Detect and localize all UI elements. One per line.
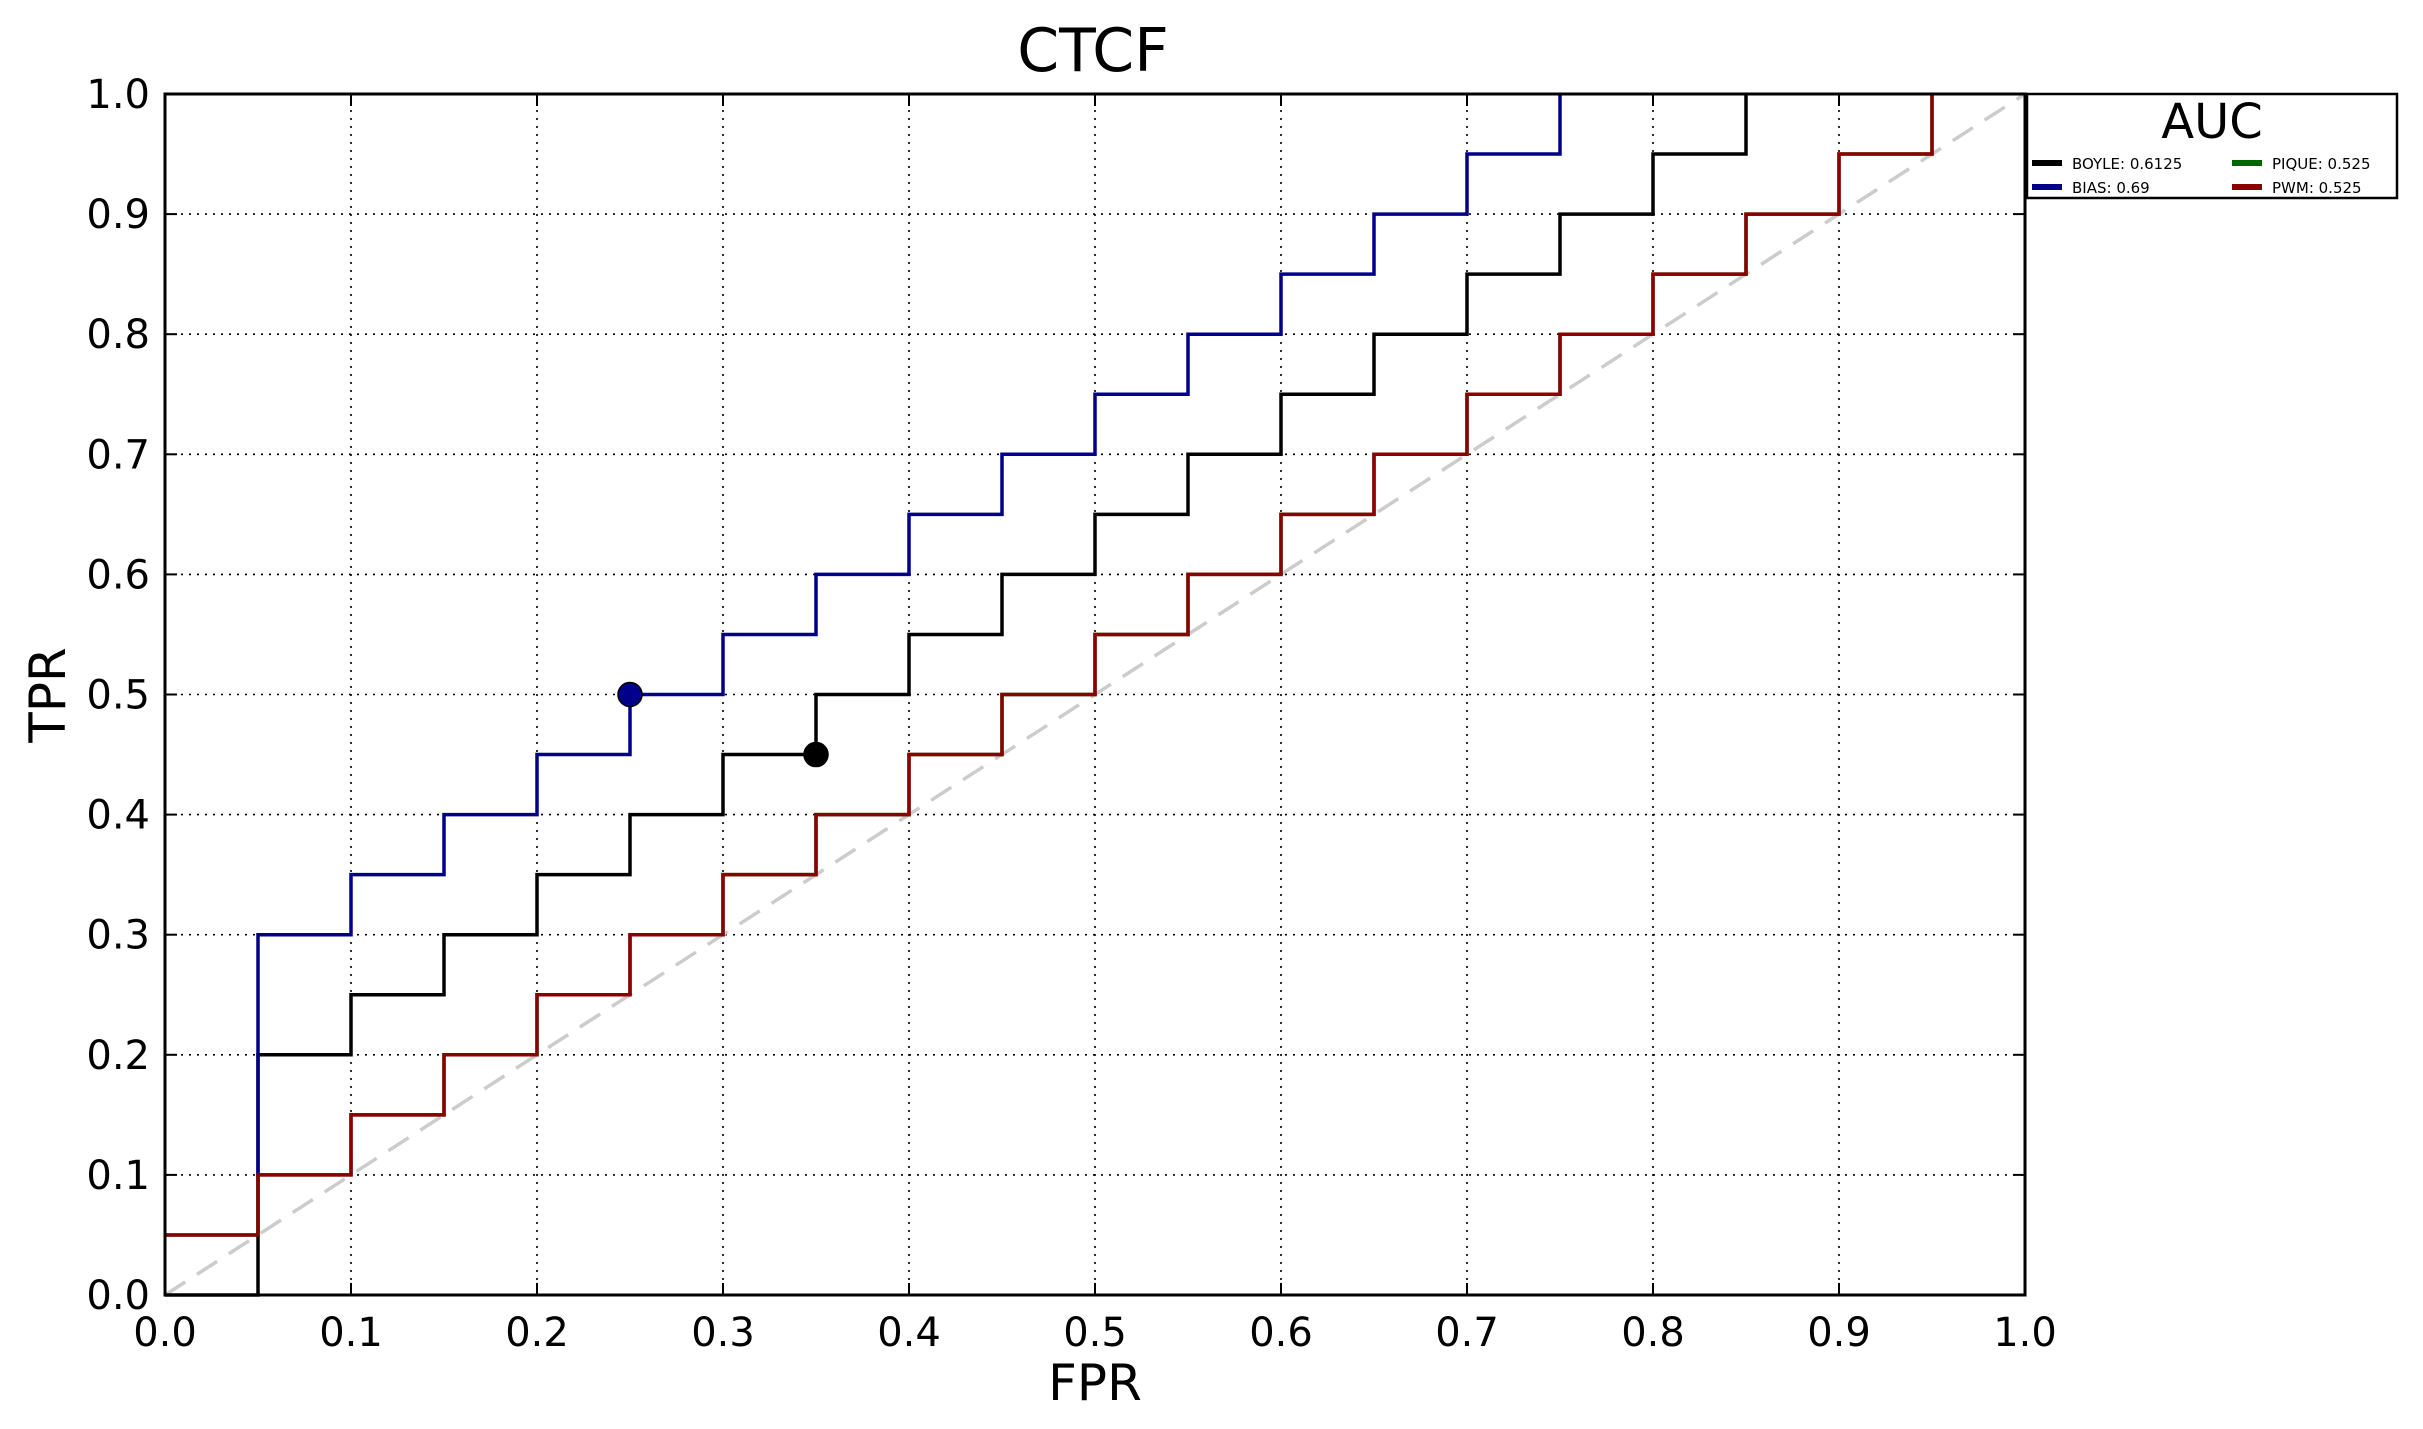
x-axis-label: FPR bbox=[1048, 1354, 1142, 1412]
series-line-boyle bbox=[165, 94, 1748, 1297]
x-tick-label: 0.8 bbox=[1621, 1310, 1685, 1356]
x-tick-label: 0.0 bbox=[133, 1310, 197, 1356]
legend: AUC BOYLE: 0.6125 PIQUE: 0.525 BIAS: 0.69 P… bbox=[2025, 92, 2399, 200]
x-tick-label: 0.3 bbox=[691, 1310, 755, 1356]
y-axis-ticks: 0.0 0.1 0.2 0.3 0.4 0.5 0.6 0.7 0.8 0.9 1.0 bbox=[86, 72, 2025, 1319]
legend-entry-label: PIQUE: 0.525 bbox=[2272, 155, 2371, 173]
series-line-pwm bbox=[165, 94, 1934, 1237]
y-tick-label: 0.8 bbox=[86, 312, 150, 358]
legend-entry-label: BOYLE: 0.6125 bbox=[2072, 155, 2182, 173]
marker-bias bbox=[617, 681, 643, 708]
series-markers bbox=[617, 681, 829, 768]
legend-box bbox=[2025, 92, 2399, 200]
y-tick-label: 0.3 bbox=[86, 913, 150, 959]
x-tick-label: 0.6 bbox=[1249, 1310, 1313, 1356]
legend-entry-label: BIAS: 0.69 bbox=[2072, 179, 2150, 197]
y-tick-label: 0.2 bbox=[86, 1033, 150, 1079]
y-tick-label: 0.6 bbox=[86, 552, 150, 598]
x-tick-label: 1.0 bbox=[1993, 1310, 2057, 1356]
x-tick-label: 0.1 bbox=[319, 1310, 383, 1356]
legend-entry-label: PWM: 0.525 bbox=[2272, 179, 2362, 197]
x-axis-ticks: 0.0 0.1 0.2 0.3 0.4 0.5 0.6 0.7 0.8 0.9 1.0 bbox=[133, 94, 2057, 1356]
series-line-bias bbox=[256, 94, 1562, 1175]
x-tick-label: 0.5 bbox=[1063, 1310, 1127, 1356]
plot-area bbox=[163, 92, 2027, 1297]
y-tick-label: 0.5 bbox=[86, 673, 150, 719]
y-tick-label: 0.4 bbox=[86, 793, 150, 839]
marker-boyle bbox=[803, 741, 829, 768]
x-tick-label: 0.7 bbox=[1435, 1310, 1499, 1356]
y-axis-label: TPR bbox=[19, 647, 77, 743]
y-tick-label: 1.0 bbox=[86, 72, 150, 118]
legend-entries: BOYLE: 0.6125 PIQUE: 0.525 BIAS: 0.69 PWM: … bbox=[2032, 155, 2371, 197]
y-tick-label: 0.0 bbox=[86, 1273, 150, 1319]
series-lines bbox=[165, 94, 1934, 1297]
x-tick-label: 0.2 bbox=[505, 1310, 569, 1356]
chart-title: CTCF bbox=[1017, 16, 1168, 86]
legend-title: AUC bbox=[2161, 94, 2262, 150]
x-tick-label: 0.9 bbox=[1807, 1310, 1871, 1356]
y-tick-label: 0.9 bbox=[86, 192, 150, 238]
y-tick-label: 0.1 bbox=[86, 1153, 150, 1199]
y-tick-label: 0.7 bbox=[86, 432, 150, 478]
x-tick-label: 0.4 bbox=[877, 1310, 941, 1356]
